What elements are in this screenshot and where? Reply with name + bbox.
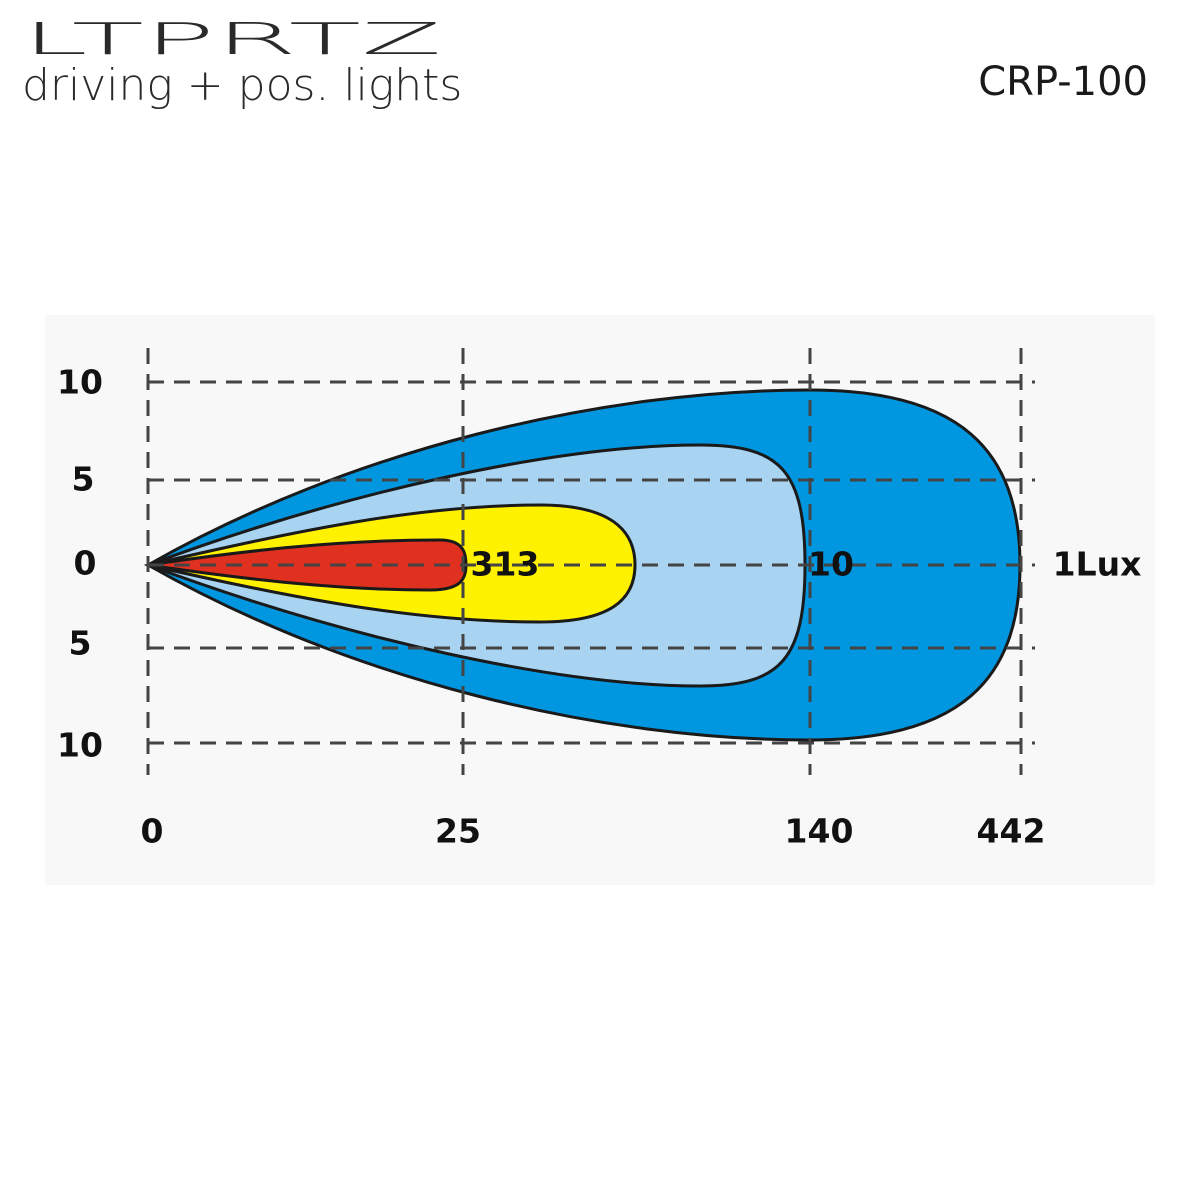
x-label: 0	[141, 812, 164, 851]
y-label: 5	[69, 624, 92, 663]
model: CRP-100	[978, 59, 1148, 105]
y-label: 5	[72, 460, 95, 499]
grid	[146, 348, 1035, 775]
x-label: 140	[785, 812, 854, 851]
y-label: 0	[74, 544, 97, 583]
x-label: 442	[977, 812, 1046, 851]
x-label: 25	[435, 812, 481, 851]
y-label: 10	[57, 726, 103, 765]
contour-label: 10	[808, 545, 854, 584]
logo: LTPRTZ	[22, 14, 442, 65]
subtitle: driving + pos. lights	[22, 60, 462, 111]
y-label: 10	[57, 363, 103, 402]
contour-label: 313	[471, 545, 540, 584]
contour-label: 1Lux	[1053, 545, 1142, 584]
